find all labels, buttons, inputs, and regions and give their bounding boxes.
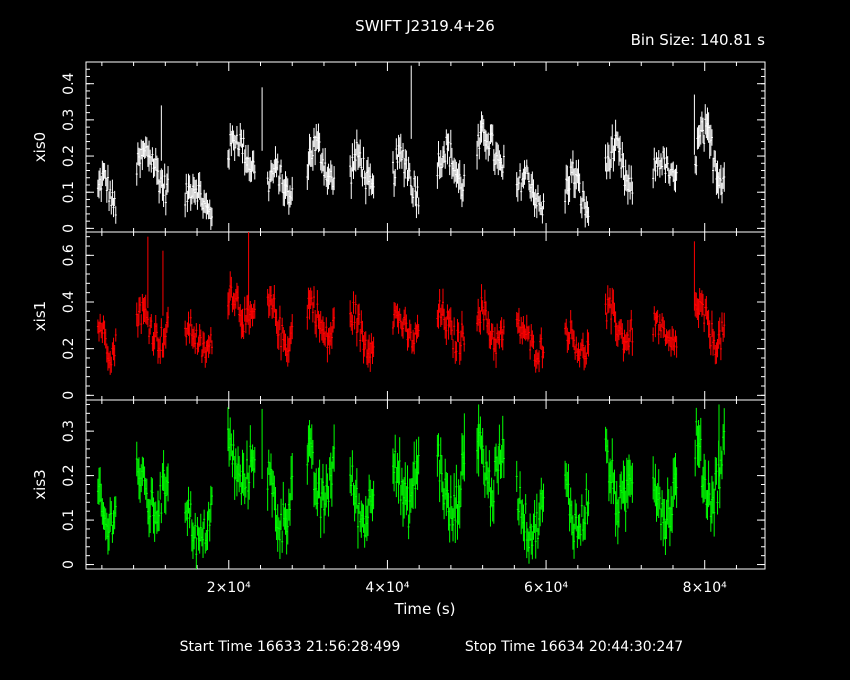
- y-axis-label: xis0: [31, 132, 49, 162]
- y-tick-label: 0.4: [61, 72, 77, 94]
- y-tick-label: 0.2: [61, 338, 77, 360]
- y-axis-label: xis3: [31, 469, 49, 499]
- data-series-xis0: [96, 65, 726, 230]
- y-tick-label: 0.6: [61, 244, 77, 266]
- y-tick-label: 0.2: [61, 145, 77, 167]
- y-tick-label: 0.3: [61, 109, 77, 131]
- x-axis-label: Time (s): [394, 600, 456, 618]
- x-tick-label: 6×10⁴: [524, 580, 568, 596]
- panels-group: 0 0.1 0.2 0.3 0.4 xis0 0 0.2 0.4 0.6 xis1 0 0.1 0.2 0.…: [31, 61, 766, 570]
- panel-xis3: 0 0.1 0.2 0.3 xis3: [31, 399, 766, 570]
- x-tick-label: 4×10⁴: [365, 580, 409, 596]
- y-tick-label: 0: [61, 560, 77, 569]
- x-tick-label: 2×10⁴: [207, 580, 251, 596]
- y-tick-label: 0.1: [61, 509, 77, 531]
- data-series-xis1: [96, 232, 726, 375]
- y-tick-label: 0.2: [61, 464, 77, 486]
- stop-time-label: Stop Time 16634 20:44:30:247: [465, 639, 683, 655]
- y-axis-label: xis1: [31, 301, 49, 331]
- panel-xis0: 0 0.1 0.2 0.3 0.4 xis0: [31, 61, 766, 233]
- start-time-label: Start Time 16633 21:56:28:499: [180, 639, 401, 655]
- chart-title: SWIFT J2319.4+26: [355, 17, 495, 35]
- y-tick-label: 0.1: [61, 181, 77, 203]
- panel-xis1: 0 0.2 0.4 0.6 xis1: [31, 231, 766, 401]
- y-tick-label: 0: [61, 224, 77, 233]
- bin-size-label: Bin Size: 140.81 s: [631, 31, 766, 49]
- y-tick-label: 0: [61, 391, 77, 400]
- y-tick-label: 0.4: [61, 291, 77, 313]
- data-series-xis3: [96, 404, 726, 569]
- x-tick-label: 8×10⁴: [683, 580, 727, 596]
- y-tick-label: 0.3: [61, 420, 77, 442]
- panel-frame: [85, 231, 766, 401]
- x-tick-labels: 2×10⁴ 4×10⁴ 6×10⁴ 8×10⁴: [207, 580, 727, 596]
